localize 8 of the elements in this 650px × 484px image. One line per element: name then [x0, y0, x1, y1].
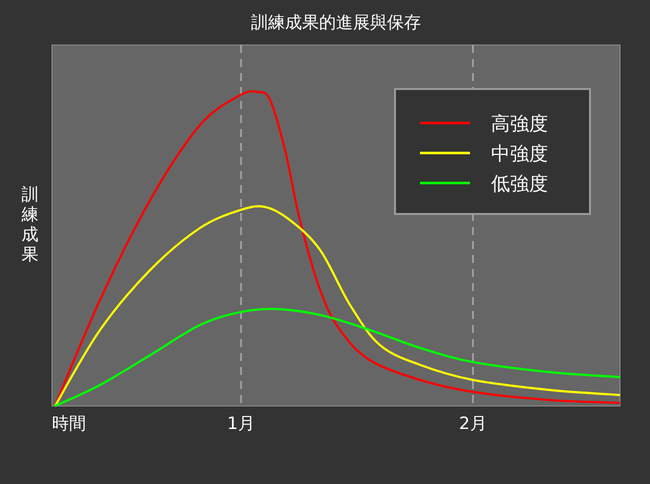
legend-label: 高強度 — [491, 113, 548, 135]
legend-label: 低強度 — [491, 173, 548, 195]
legend-label: 中強度 — [491, 143, 548, 165]
x-tick-label: 2月 — [459, 414, 487, 434]
chart-title: 訓練成果的進展與保存 — [251, 13, 421, 33]
x-tick-label: 1月 — [227, 414, 255, 434]
y-axis-title: 訓練成果 — [20, 185, 38, 265]
x-axis-title: 時間 — [52, 414, 86, 434]
